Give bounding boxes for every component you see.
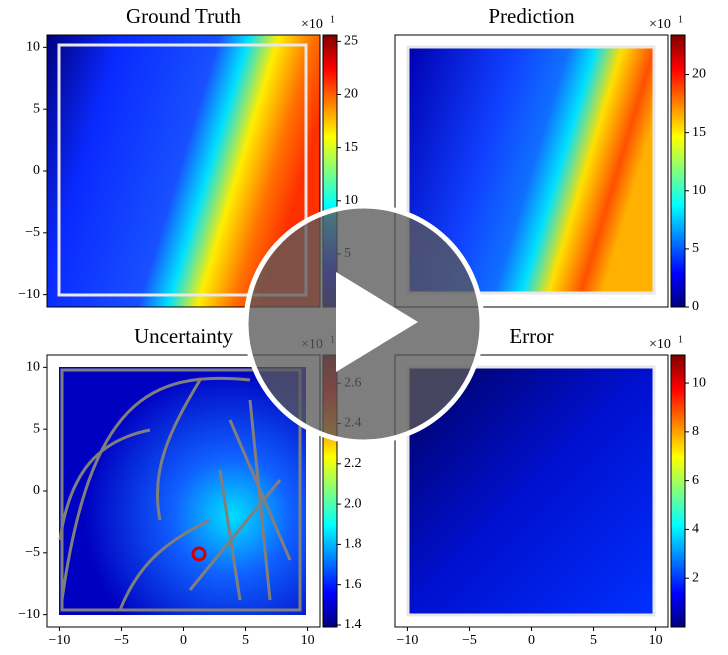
colorbar-tick-label: 20: [344, 87, 358, 102]
x-tick-label: −5: [114, 633, 129, 648]
y-tick-label: 0: [33, 483, 40, 498]
play-button[interactable]: [243, 203, 485, 445]
colorbar-tick-label: 6: [692, 473, 699, 488]
colorbar: [670, 34, 686, 308]
x-tick-label: 5: [242, 633, 249, 648]
panel-title: Uncertainty: [134, 324, 234, 348]
x-tick-label: −10: [48, 633, 70, 648]
x-tick-label: 10: [649, 633, 663, 648]
colorbar-multiplier: ×10: [301, 17, 323, 32]
colorbar-tick-label: 4: [692, 522, 699, 537]
colorbar-tick-label: 1.4: [344, 617, 362, 632]
y-tick-label: 0: [33, 163, 40, 178]
colorbar-multiplier: ×10: [649, 17, 671, 32]
y-tick-label: −10: [18, 287, 40, 302]
colorbar-exponent: 1: [678, 334, 683, 345]
y-tick-label: 10: [26, 40, 40, 55]
y-tick-label: 10: [26, 360, 40, 375]
colorbar-tick-label: 15: [692, 125, 706, 140]
region-frame: [406, 45, 656, 295]
colorbar-tick-label: 2.0: [344, 496, 362, 511]
region-frame: [406, 365, 656, 617]
axes-frame: [394, 34, 669, 308]
colorbar-tick-label: 2.2: [344, 456, 362, 471]
region-frame: [57, 43, 308, 297]
y-tick-label: −5: [25, 225, 40, 240]
x-tick-label: 0: [528, 633, 535, 648]
panel-title: Error: [509, 324, 553, 348]
panel-title: Ground Truth: [126, 4, 241, 28]
colorbar: [670, 354, 686, 628]
panel-title: Prediction: [488, 4, 575, 28]
colorbar-tick-label: 10: [692, 375, 706, 390]
robot-marker: [191, 546, 207, 562]
colorbar-exponent: 1: [330, 14, 335, 25]
colorbar-tick-label: 20: [692, 67, 706, 82]
colorbar-tick-label: 10: [692, 183, 706, 198]
x-tick-label: −10: [396, 633, 418, 648]
y-tick-label: −5: [25, 545, 40, 560]
trajectory: [58, 368, 302, 612]
y-tick-label: 5: [33, 421, 40, 436]
colorbar-tick-label: 25: [344, 34, 358, 49]
play-icon[interactable]: [336, 272, 418, 372]
colorbar-tick-label: 15: [344, 140, 358, 155]
x-tick-label: 0: [180, 633, 187, 648]
colorbar-tick-label: 0: [692, 299, 699, 314]
colorbar-tick-label: 1.8: [344, 537, 362, 552]
x-tick-label: −5: [462, 633, 477, 648]
colorbar-tick-label: 8: [692, 424, 699, 439]
colorbar-tick-label: 2: [692, 570, 699, 585]
colorbar-exponent: 1: [678, 14, 683, 25]
y-tick-label: −10: [18, 607, 40, 622]
x-tick-label: 10: [301, 633, 315, 648]
colorbar-tick-label: 5: [692, 241, 699, 256]
colorbar-tick-label: 1.6: [344, 577, 362, 592]
colorbar-multiplier: ×10: [649, 337, 671, 352]
x-tick-label: 5: [590, 633, 597, 648]
y-tick-label: 5: [33, 101, 40, 116]
